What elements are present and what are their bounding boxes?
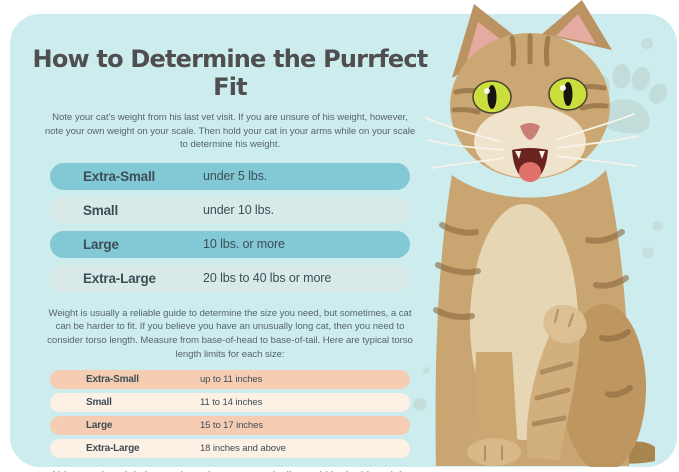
text-column: How to Determine the Purrfect Fit Note y… — [28, 28, 432, 472]
size-value: 18 inches and above — [200, 443, 286, 455]
weight-size-table: Extra-Small under 5 lbs. Small under 10 … — [50, 162, 410, 292]
table-row: Small under 10 lbs. — [50, 196, 410, 224]
intro-paragraph: Note your cat's weight from his last vet… — [44, 112, 416, 151]
torso-length-table: Extra-Small up to 11 inches Small 11 to … — [50, 370, 410, 459]
size-value: under 5 lbs. — [203, 169, 268, 184]
size-value: 10 lbs. or more — [203, 237, 285, 252]
paw-dot-icon — [641, 38, 653, 49]
size-label: Small — [86, 397, 112, 409]
size-label: Extra-Small — [83, 168, 156, 184]
size-value: 15 to 17 inches — [200, 420, 263, 432]
paw-dot-icon — [642, 247, 654, 258]
size-value: 20 lbs to 40 lbs or more — [203, 271, 332, 286]
size-label: Large — [83, 236, 119, 252]
table-row: Extra-Large 20 lbs to 40 lbs or more — [50, 264, 410, 292]
table-row: Large 10 lbs. or more — [50, 230, 410, 258]
size-label: Extra-Small — [86, 374, 139, 386]
cat-photo — [424, 0, 656, 472]
page-title: How to Determine the Purrfect Fit — [32, 45, 429, 101]
table-row: Large 15 to 17 inches — [50, 416, 410, 436]
table-row: Extra-Small up to 11 inches — [50, 370, 410, 390]
torso-paragraph: Weight is usually a reliable guide to de… — [47, 307, 413, 360]
size-label: Extra-Large — [86, 443, 140, 455]
paw-dot-icon — [423, 367, 430, 374]
size-value: under 10 lbs. — [203, 203, 274, 218]
size-value: up to 11 inches — [200, 374, 263, 386]
table-row: Extra-Large 18 inches and above — [50, 439, 410, 459]
paw-dot-icon — [652, 221, 663, 231]
size-value: 11 to 14 inches — [200, 397, 263, 409]
size-label: Extra-Large — [83, 270, 156, 286]
paw-dot-icon — [413, 398, 427, 411]
table-row: Extra-Small under 5 lbs. — [50, 162, 410, 190]
size-label: Small — [83, 202, 119, 218]
table-row: Small 11 to 14 inches — [50, 393, 410, 413]
size-label: Large — [86, 420, 113, 432]
